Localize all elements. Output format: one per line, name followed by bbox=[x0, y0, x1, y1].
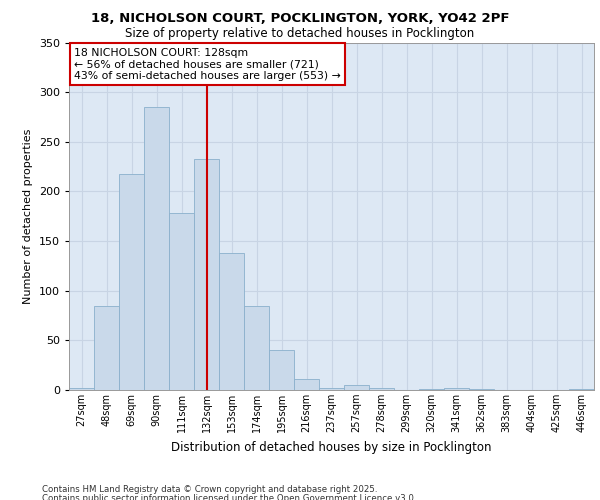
Bar bbox=[119, 174, 143, 390]
Text: Contains HM Land Registry data © Crown copyright and database right 2025.: Contains HM Land Registry data © Crown c… bbox=[42, 485, 377, 494]
Bar bbox=[319, 388, 344, 390]
Bar bbox=[469, 389, 494, 390]
Bar bbox=[244, 306, 269, 390]
Bar bbox=[569, 389, 593, 390]
Bar bbox=[295, 379, 319, 390]
Bar bbox=[70, 388, 94, 390]
Bar bbox=[344, 385, 368, 390]
Bar bbox=[419, 389, 443, 390]
Text: 18, NICHOLSON COURT, POCKLINGTON, YORK, YO42 2PF: 18, NICHOLSON COURT, POCKLINGTON, YORK, … bbox=[91, 12, 509, 26]
Bar bbox=[220, 253, 244, 390]
X-axis label: Distribution of detached houses by size in Pocklington: Distribution of detached houses by size … bbox=[171, 440, 492, 454]
Y-axis label: Number of detached properties: Number of detached properties bbox=[23, 128, 33, 304]
Bar bbox=[370, 388, 394, 390]
Bar bbox=[169, 214, 194, 390]
Bar bbox=[194, 158, 218, 390]
Text: Contains public sector information licensed under the Open Government Licence v3: Contains public sector information licen… bbox=[42, 494, 416, 500]
Bar bbox=[445, 388, 469, 390]
Text: 18 NICHOLSON COURT: 128sqm
← 56% of detached houses are smaller (721)
43% of sem: 18 NICHOLSON COURT: 128sqm ← 56% of deta… bbox=[74, 48, 341, 81]
Bar bbox=[94, 306, 119, 390]
Bar bbox=[269, 350, 293, 390]
Bar bbox=[145, 107, 169, 390]
Text: Size of property relative to detached houses in Pocklington: Size of property relative to detached ho… bbox=[125, 28, 475, 40]
